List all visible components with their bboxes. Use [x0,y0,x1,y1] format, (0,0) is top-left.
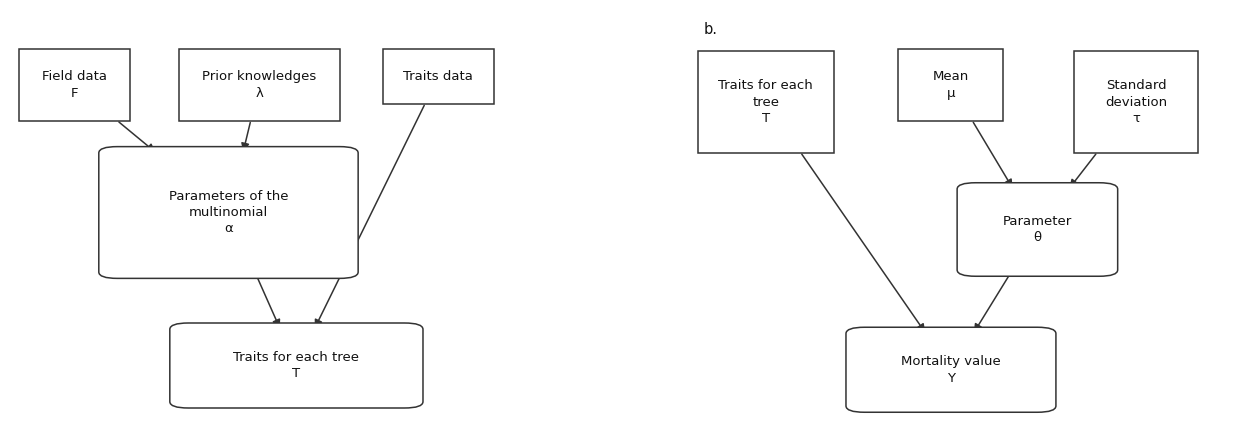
Text: Mean
μ: Mean μ [932,70,969,100]
Text: Traits for each tree
T: Traits for each tree T [233,351,359,380]
Text: Traits data: Traits data [404,70,473,83]
FancyBboxPatch shape [846,327,1056,412]
FancyBboxPatch shape [1074,51,1198,153]
FancyBboxPatch shape [19,49,130,121]
Text: Traits for each
tree
T: Traits for each tree T [719,79,813,125]
Text: Parameter
θ: Parameter θ [1003,215,1072,244]
FancyBboxPatch shape [99,147,358,278]
FancyBboxPatch shape [899,49,1003,121]
FancyBboxPatch shape [169,323,422,408]
Text: Field data
F: Field data F [42,70,106,100]
Text: Mortality value
Y: Mortality value Y [902,355,1000,385]
Text: Standard
deviation
τ: Standard deviation τ [1105,79,1167,125]
FancyBboxPatch shape [383,49,494,104]
Text: b.: b. [704,22,718,37]
FancyBboxPatch shape [957,183,1118,276]
Text: Parameters of the
multinomial
α: Parameters of the multinomial α [169,190,288,235]
Text: Prior knowledges
λ: Prior knowledges λ [203,70,316,100]
FancyBboxPatch shape [179,49,340,121]
FancyBboxPatch shape [698,51,834,153]
